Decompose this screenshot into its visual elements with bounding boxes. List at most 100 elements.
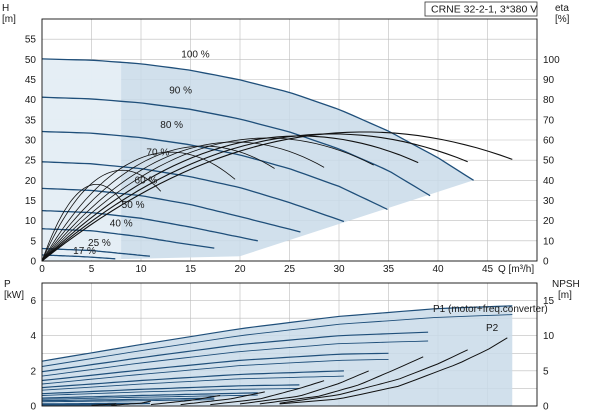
p2-curve-7 — [41, 399, 215, 403]
head-curve-7 — [41, 228, 215, 249]
npsh-tick-label: 5 — [543, 366, 549, 377]
npsh-tick-label: 0 — [543, 402, 549, 413]
head-curve-2 — [41, 96, 431, 197]
eta-tick-label: 30 — [543, 196, 555, 207]
efficiency-curve-9 — [41, 184, 124, 262]
p2-curve-1 — [41, 314, 513, 367]
npsh-curve-7 — [150, 395, 221, 406]
flow-tick-label: 10 — [135, 264, 147, 275]
head-tick-label: 40 — [25, 95, 37, 106]
p1-series-label: P1 (motor+freq.converter) — [433, 304, 548, 315]
head-tick-label: 5 — [30, 236, 36, 247]
title-frame — [424, 1, 538, 17]
eta-tick-label: 60 — [543, 136, 555, 147]
npsh-curve-5 — [210, 380, 325, 406]
p2-curve-3 — [41, 358, 389, 385]
efficiency-curve-1 — [41, 131, 513, 262]
eta-tick-label: 100 — [543, 55, 560, 66]
npsh-curve-2 — [279, 349, 468, 404]
p2-curve-2 — [41, 340, 429, 377]
speed-label: 40 % — [110, 219, 133, 230]
power-tick-label: 0 — [30, 402, 36, 413]
efficiency-curve-5 — [41, 141, 325, 262]
efficiency-curve-8 — [41, 169, 162, 262]
eta-tick-label: 20 — [543, 216, 555, 227]
head-curve-1 — [41, 58, 474, 181]
eta-tick-label: 10 — [543, 236, 555, 247]
head-curve-4 — [41, 161, 345, 223]
speed-label: 50 % — [122, 200, 145, 211]
speed-label: 17 % — [73, 246, 96, 257]
npsh-axis-unit: [m] — [558, 290, 572, 301]
flow-tick-label: 35 — [383, 264, 395, 275]
power-area — [42, 305, 513, 406]
power-axis-unit: [kW] — [4, 290, 24, 301]
power-tick-label: 6 — [30, 296, 36, 307]
head-tick-label: 35 — [25, 115, 37, 126]
power-axes: 0 2 4 6 0 5 10 15 — [30, 282, 555, 413]
flow-tick-label: 30 — [333, 264, 345, 275]
head-axes: 0 5 10 15 20 25 30 35 40 45 0 5 10 15 20 25 30 35 40 45 50 55… — [25, 18, 560, 275]
npsh-curve-4 — [239, 370, 369, 405]
npsh-tick-label: 10 — [543, 331, 555, 342]
head-axis-label: H — [2, 3, 9, 14]
head-curves — [41, 58, 474, 260]
flow-tick-label: 5 — [89, 264, 95, 275]
npsh-curve-3 — [259, 356, 424, 405]
speed-label: 25 % — [88, 238, 111, 249]
head-plot-frame — [41, 18, 538, 262]
speed-label: 100 % — [181, 49, 209, 60]
p1-curve-5 — [41, 384, 300, 395]
head-tick-label: 45 — [25, 75, 37, 86]
head-tick-label: 0 — [30, 257, 36, 268]
p2-series-label: P2 — [486, 323, 499, 334]
eta-tick-label: 70 — [543, 115, 555, 126]
efficiency-curve-7 — [41, 151, 236, 262]
head-tick-label: 55 — [25, 35, 37, 46]
p1-curve-2 — [41, 331, 429, 373]
speed-label: 70 % — [146, 147, 169, 158]
npsh-curves — [91, 337, 508, 406]
efficiency-curve-6 — [41, 145, 275, 262]
efficiency-curve-3 — [41, 135, 419, 262]
flow-tick-label: 25 — [284, 264, 296, 275]
chart-title: CRNE 32-2-1, 3*380 V — [431, 4, 537, 16]
power-curves — [41, 305, 513, 406]
head-tick-label: 15 — [25, 196, 37, 207]
npsh-tick-label: 15 — [543, 296, 555, 307]
head-tick-label: 25 — [25, 156, 37, 167]
p2-curve-4 — [41, 375, 344, 391]
p1-curve-1 — [41, 305, 513, 362]
head-tick-label: 50 — [25, 55, 37, 66]
eta-axis-label: eta — [555, 3, 569, 14]
flow-tick-label: 0 — [39, 264, 45, 275]
speed-label: 80 % — [160, 120, 183, 131]
eta-tick-label: 90 — [543, 75, 555, 86]
npsh-curve-6 — [180, 391, 265, 406]
power-tick-label: 4 — [30, 331, 36, 342]
head-tick-label: 10 — [25, 216, 37, 227]
eta-tick-label: 0 — [543, 257, 549, 268]
npsh-curve-8 — [111, 400, 151, 406]
head-curve-9 — [41, 254, 116, 260]
p1-curve-7 — [41, 397, 215, 402]
power-npsh-panel: 0 2 4 6 0 5 10 15 P [kW] NPSH [m] P1 (motor+fre… — [4, 279, 580, 413]
power-tick-label: 2 — [30, 366, 36, 377]
head-tick-label: 20 — [25, 176, 37, 187]
power-shade — [42, 305, 513, 406]
flow-tick-label: 15 — [185, 264, 197, 275]
power-axis-label: P — [4, 279, 11, 290]
eta-tick-label: 80 — [543, 95, 555, 106]
npsh-curve-1 — [279, 337, 508, 405]
head-curve-6 — [41, 209, 258, 242]
p1-curve-3 — [41, 352, 389, 382]
efficiency-curves — [41, 131, 513, 262]
head-tick-label: 30 — [25, 136, 37, 147]
flow-axis-label: Q [m³/h] — [498, 264, 534, 275]
eta-axis-unit: [%] — [555, 14, 570, 25]
head-curve-8 — [41, 247, 150, 257]
npsh-axis-label: NPSH — [552, 279, 580, 290]
flow-tick-label: 45 — [482, 264, 494, 275]
speed-label: 90 % — [169, 86, 192, 97]
